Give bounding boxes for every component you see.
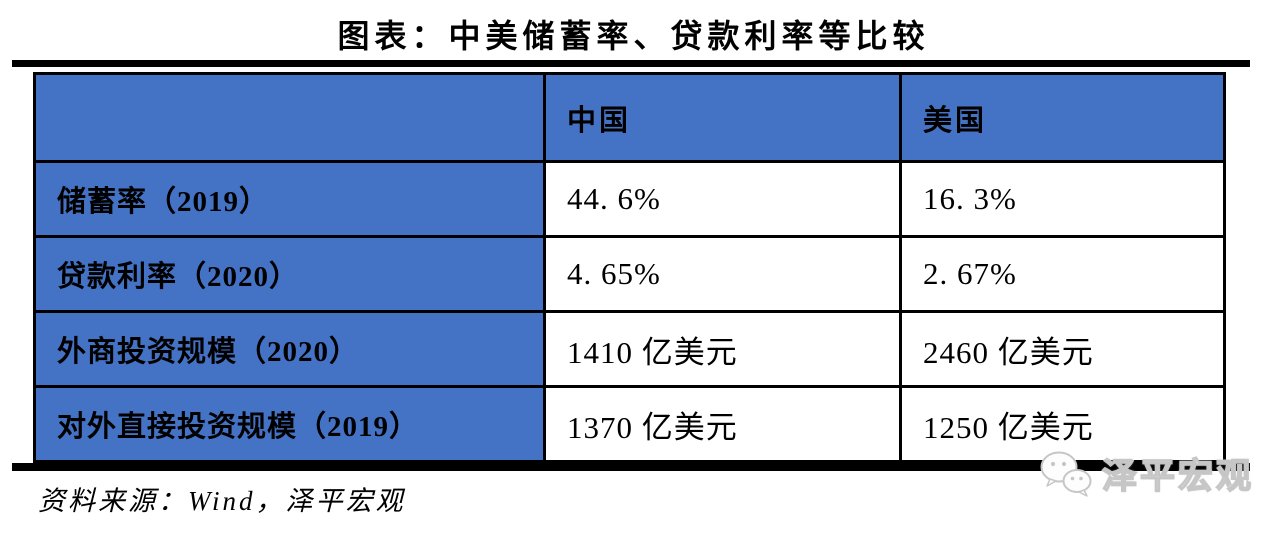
header-row: 中国 美国: [33, 72, 1226, 163]
usa-value-cell: 2460 亿美元: [899, 310, 1226, 388]
table-row-fdi-inflow: 外商投资规模（2020） 1410 亿美元 2460 亿美元: [33, 310, 1226, 388]
china-value-cell: 1410 亿美元: [543, 310, 902, 388]
figure-title: 图表：中美储蓄率、贷款利率等比较: [337, 18, 930, 54]
row-label-cell: 储蓄率（2019）: [33, 160, 546, 238]
wechat-icon: [1038, 449, 1094, 504]
header-cell-usa: 美国: [899, 72, 1226, 163]
bottom-rule: [12, 463, 1250, 471]
header-cell-blank: [33, 72, 546, 163]
header-cell-china: 中国: [543, 72, 902, 163]
top-rule: [12, 60, 1250, 67]
china-value-cell: 1370 亿美元: [543, 385, 902, 463]
source-note: 资料来源：Wind，泽平宏观: [38, 486, 406, 516]
comparison-table: 中国 美国 储蓄率（2019） 44. 6% 16. 3% 贷款利率（2020）…: [33, 72, 1226, 463]
watermark-label: 泽平宏观: [1101, 457, 1255, 496]
china-value-cell: 44. 6%: [543, 160, 902, 238]
watermark: 泽平宏观: [1038, 449, 1254, 504]
table-row-loan-rate: 贷款利率（2020） 4. 65% 2. 67%: [33, 235, 1226, 313]
row-label-cell: 对外直接投资规模（2019）: [33, 385, 546, 463]
china-value-cell: 4. 65%: [543, 235, 902, 313]
usa-value-cell: 16. 3%: [899, 160, 1226, 238]
row-label-cell: 外商投资规模（2020）: [33, 310, 546, 388]
table-row-savings-rate: 储蓄率（2019） 44. 6% 16. 3%: [33, 160, 1226, 238]
usa-value-cell: 2. 67%: [899, 235, 1226, 313]
row-label-cell: 贷款利率（2020）: [33, 235, 546, 313]
